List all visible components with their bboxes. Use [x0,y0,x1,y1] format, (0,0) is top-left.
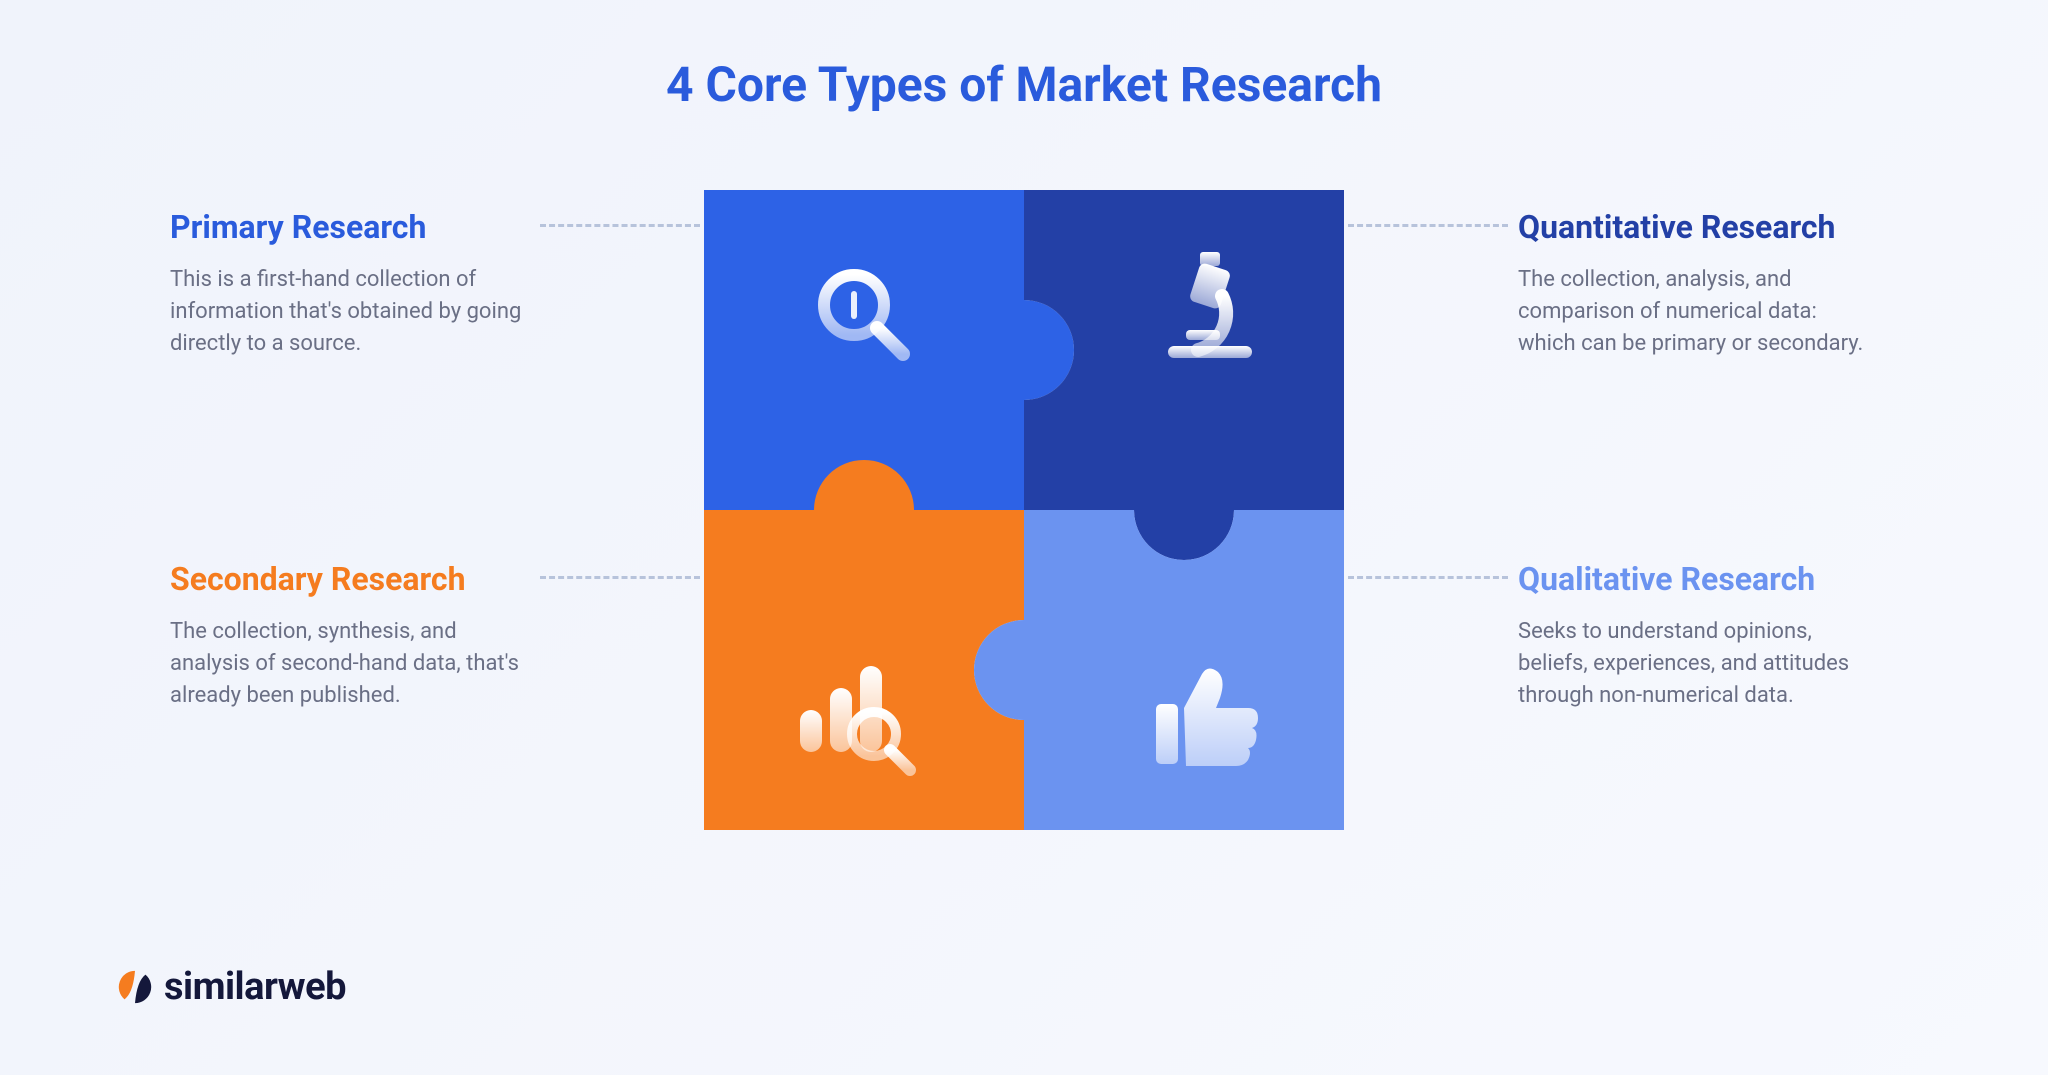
block-quantitative: Quantitative Research The collection, an… [1518,208,1878,360]
connector-line-tl [540,224,700,227]
body-quantitative: The collection, analysis, and comparison… [1518,264,1878,360]
heading-qualitative: Qualitative Research [1518,560,1878,598]
puzzle-piece-bl [704,460,1024,830]
logo: similarweb [116,965,346,1009]
heading-primary: Primary Research [170,208,530,246]
connector-line-br [1348,576,1508,579]
page-title: 4 Core Types of Market Research [0,56,2048,113]
puzzle-piece-tr [1024,190,1344,560]
heading-quantitative: Quantitative Research [1518,208,1878,246]
puzzle-graphic [704,190,1344,830]
body-qualitative: Seeks to understand opinions, beliefs, e… [1518,616,1878,712]
logo-word: similarweb [164,965,346,1009]
block-secondary: Secondary Research The collection, synth… [170,560,530,712]
body-primary: This is a first-hand collection of infor… [170,264,530,360]
block-primary: Primary Research This is a first-hand co… [170,208,530,360]
heading-secondary: Secondary Research [170,560,530,598]
puzzle-piece-tl [704,190,1074,510]
connector-line-bl [540,576,700,579]
logo-mark-icon [116,968,154,1006]
block-qualitative: Qualitative Research Seeks to understand… [1518,560,1878,712]
puzzle-piece-br [974,510,1344,830]
connector-line-tr [1348,224,1508,227]
body-secondary: The collection, synthesis, and analysis … [170,616,530,712]
